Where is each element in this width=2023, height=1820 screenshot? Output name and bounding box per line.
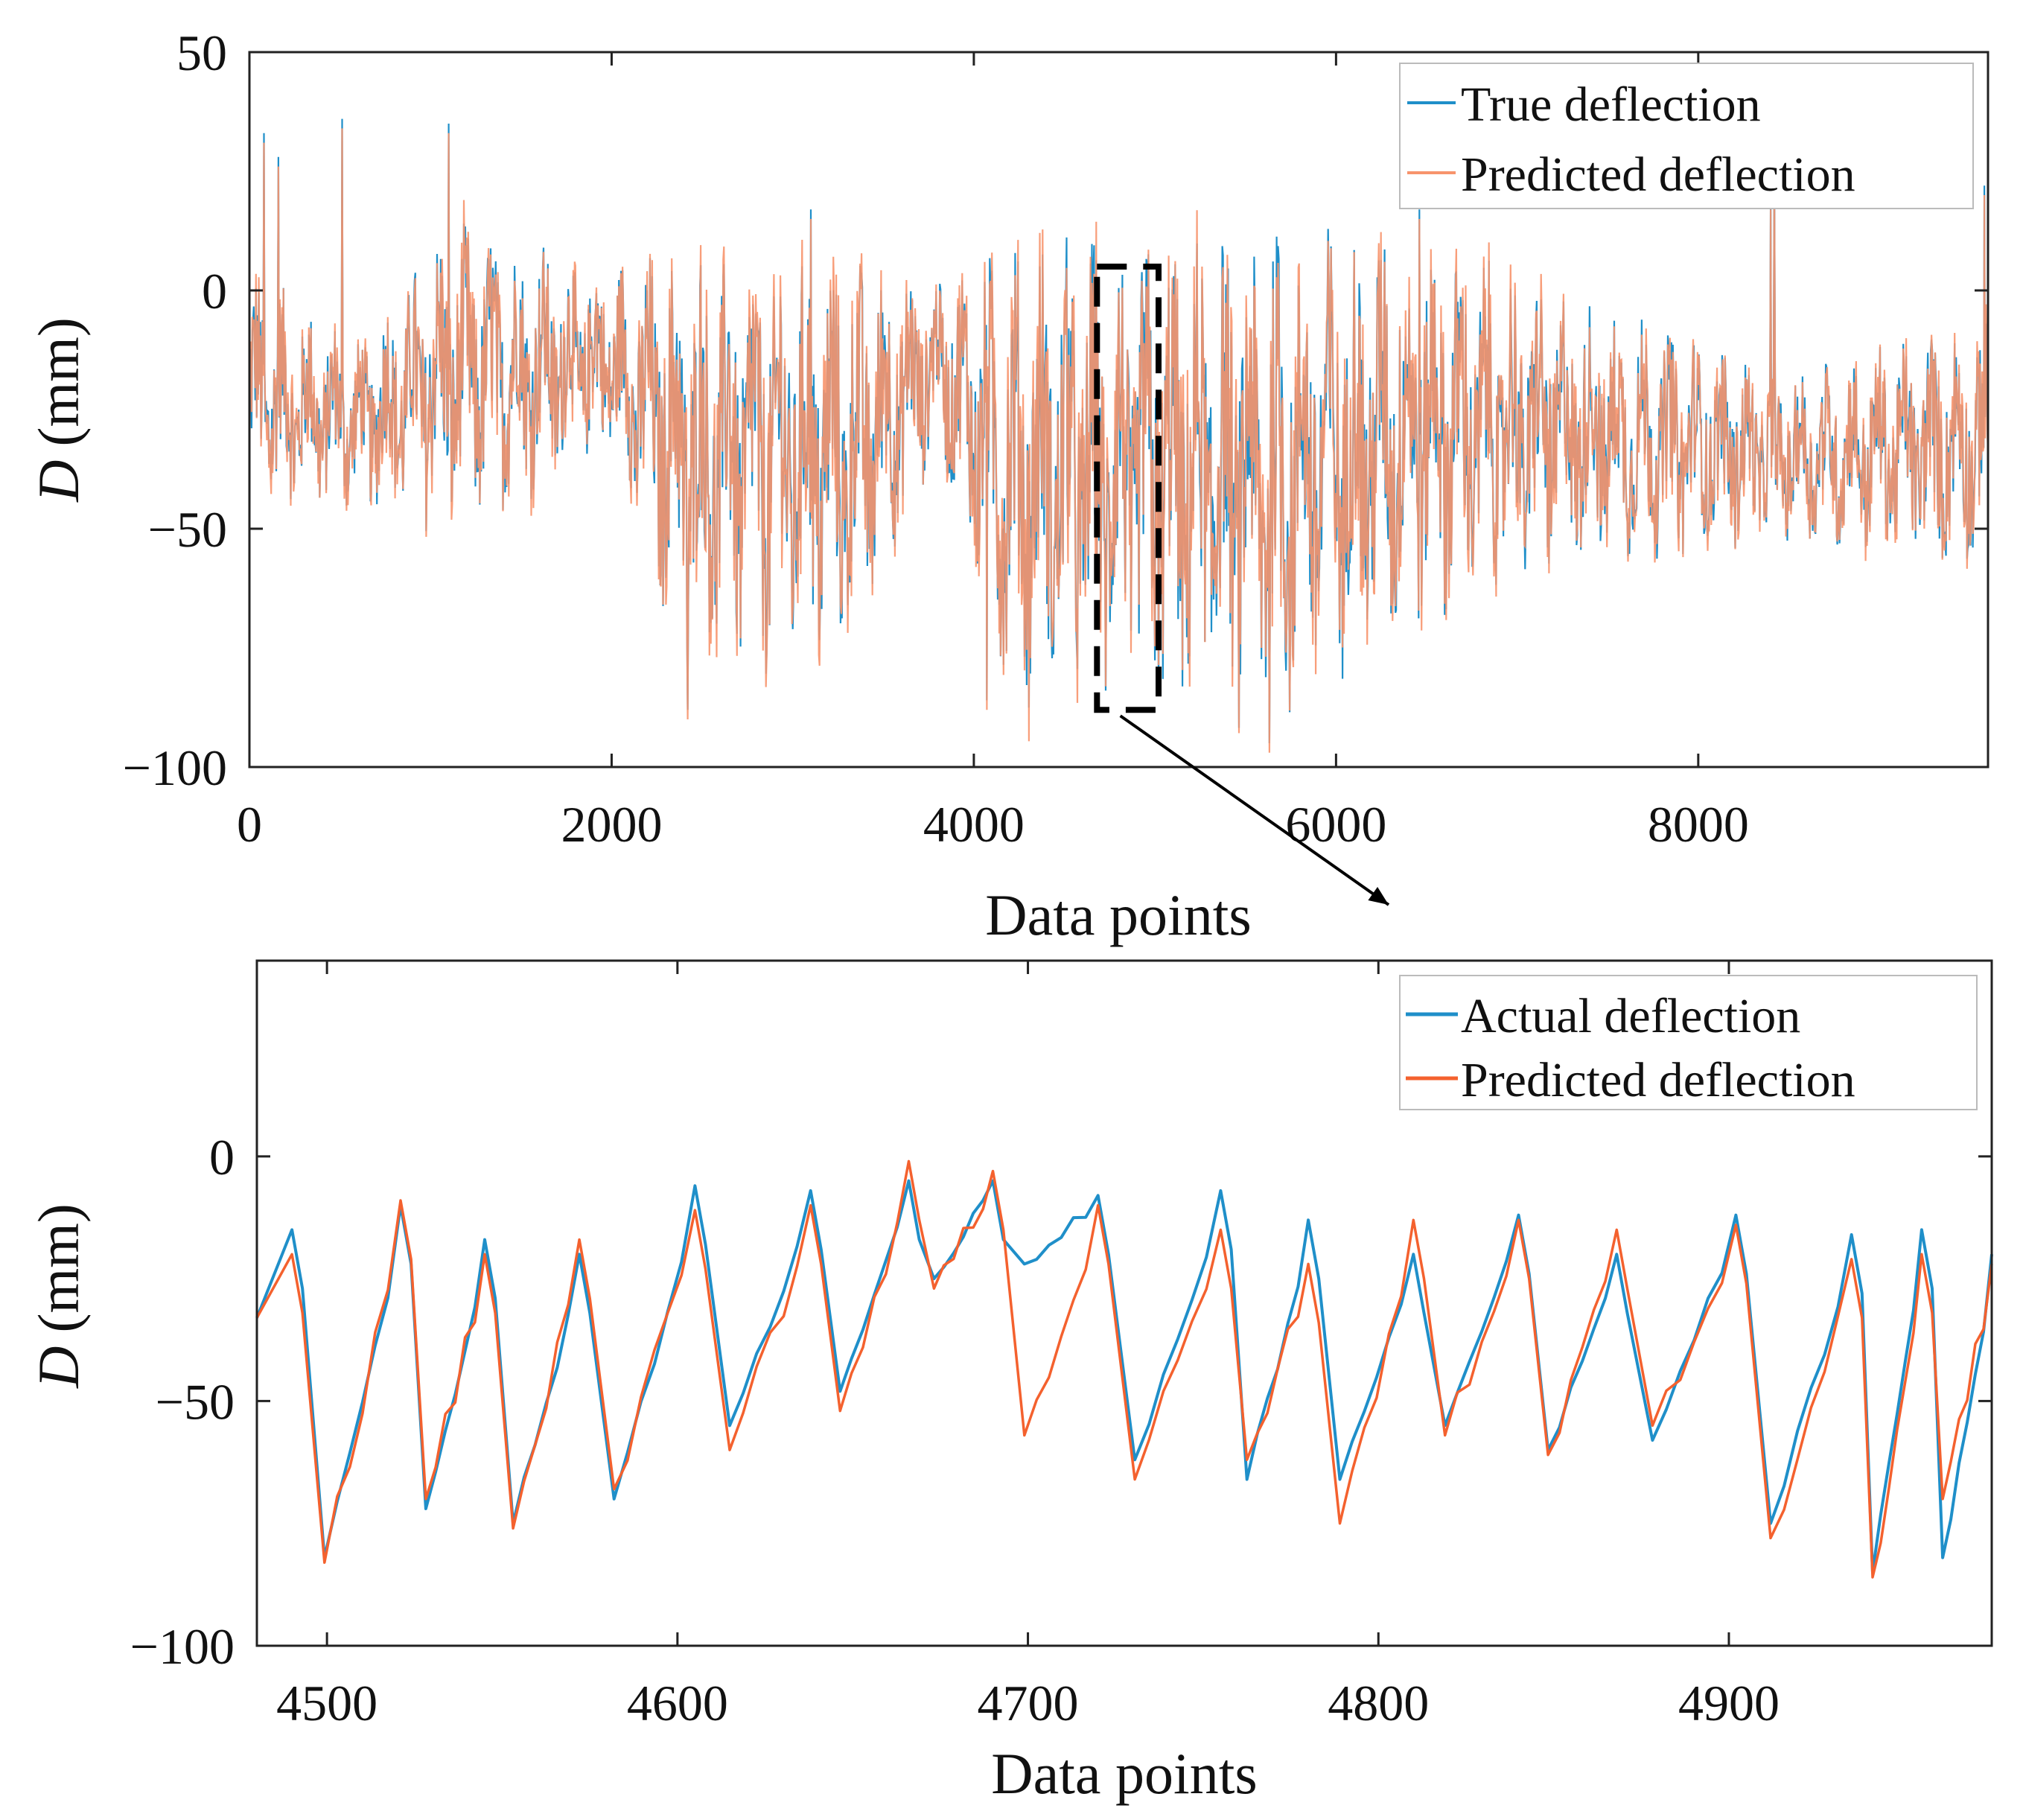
zoom-chart: 0 −50 −100 4500 4600 4700 4800 4900 Data point… [26,959,1993,1806]
zoom-axes-frame [255,959,1993,1647]
overview-series-group [248,118,1989,753]
zoom-y-ticks: 0 −50 −100 [130,1129,1992,1675]
overview-y-tick-label: 50 [176,25,227,81]
overview-y-tick-label: −100 [123,739,227,796]
zoom-y-axis-title: D (mm) [26,1203,91,1389]
overview-y-tick-label: −50 [148,501,227,558]
overview-x-tick-label: 0 [237,796,262,853]
zoom-arrow-head [1368,887,1389,905]
zoom-x-tick-label: 4900 [1678,1675,1780,1731]
overview-legend-box [1399,63,1974,209]
overview-legend: True deflection Predicted deflection [1399,63,1974,209]
overview-chart: 500−50−100 0 2000 4000 6000 8000 Data points… [26,25,1989,947]
overview-axes-frame [248,51,1989,769]
overview-x-tick-label: 4000 [923,796,1025,853]
overview-y-axis-title: D (mm) [26,317,91,503]
overview-x-axis-title: Data points [985,882,1251,947]
zoom-x-axis-title: Data points [991,1741,1257,1806]
overview-y-tick-label: 0 [202,263,227,319]
zoom-legend-box [1399,975,1978,1110]
overview-legend-label-predicted: Predicted deflection [1461,147,1855,202]
zoom-series-group [255,1159,1993,1579]
zoom-y-tick-label: 0 [209,1129,235,1186]
zoom-y-tick-label: −100 [130,1618,235,1675]
overview-series-true-deflection [248,118,1989,744]
zoom-arrow-line [1119,714,1390,906]
zoom-y-axis-symbol: D [26,1346,91,1388]
zoom-x-ticks: 4500 4600 4700 4800 4900 [276,961,1780,1731]
overview-y-ticks: 50 0 −50 −100 [123,25,1988,796]
zoom-y-axis-unit: (mm) [26,1203,91,1332]
zoom-x-tick-label: 4500 [276,1675,377,1731]
overview-y-axis-symbol: D [26,459,91,502]
overview-y-axis-unit: (mm) [26,317,91,446]
zoom-legend-label-actual: Actual deflection [1461,989,1800,1043]
zoom-legend: Actual deflection Predicted deflection [1399,975,1978,1110]
overview-legend-label-true: True deflection [1461,77,1761,132]
overview-x-tick-label: 2000 [561,796,662,853]
overview-x-ticks: 0 2000 4000 6000 8000 [237,52,1749,853]
zoom-x-tick-label: 4800 [1328,1675,1429,1731]
zoom-x-tick-label: 4700 [978,1675,1079,1731]
zoom-region-box [1094,264,1162,713]
overview-x-tick-label: 8000 [1648,796,1749,853]
zoom-region-marker [1094,264,1390,906]
zoom-y-tick-label: −50 [156,1373,235,1430]
zoom-legend-label-predicted: Predicted deflection [1461,1053,1855,1107]
zoom-x-tick-label: 4600 [627,1675,728,1731]
overview-series-predicted-deflection [248,128,1989,753]
zoom-series-predicted-deflection [255,1159,1993,1579]
